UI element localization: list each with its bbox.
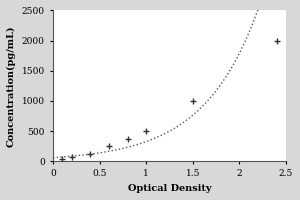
X-axis label: Optical Density: Optical Density (128, 184, 211, 193)
Y-axis label: Concentration(pg/mL): Concentration(pg/mL) (7, 25, 16, 147)
